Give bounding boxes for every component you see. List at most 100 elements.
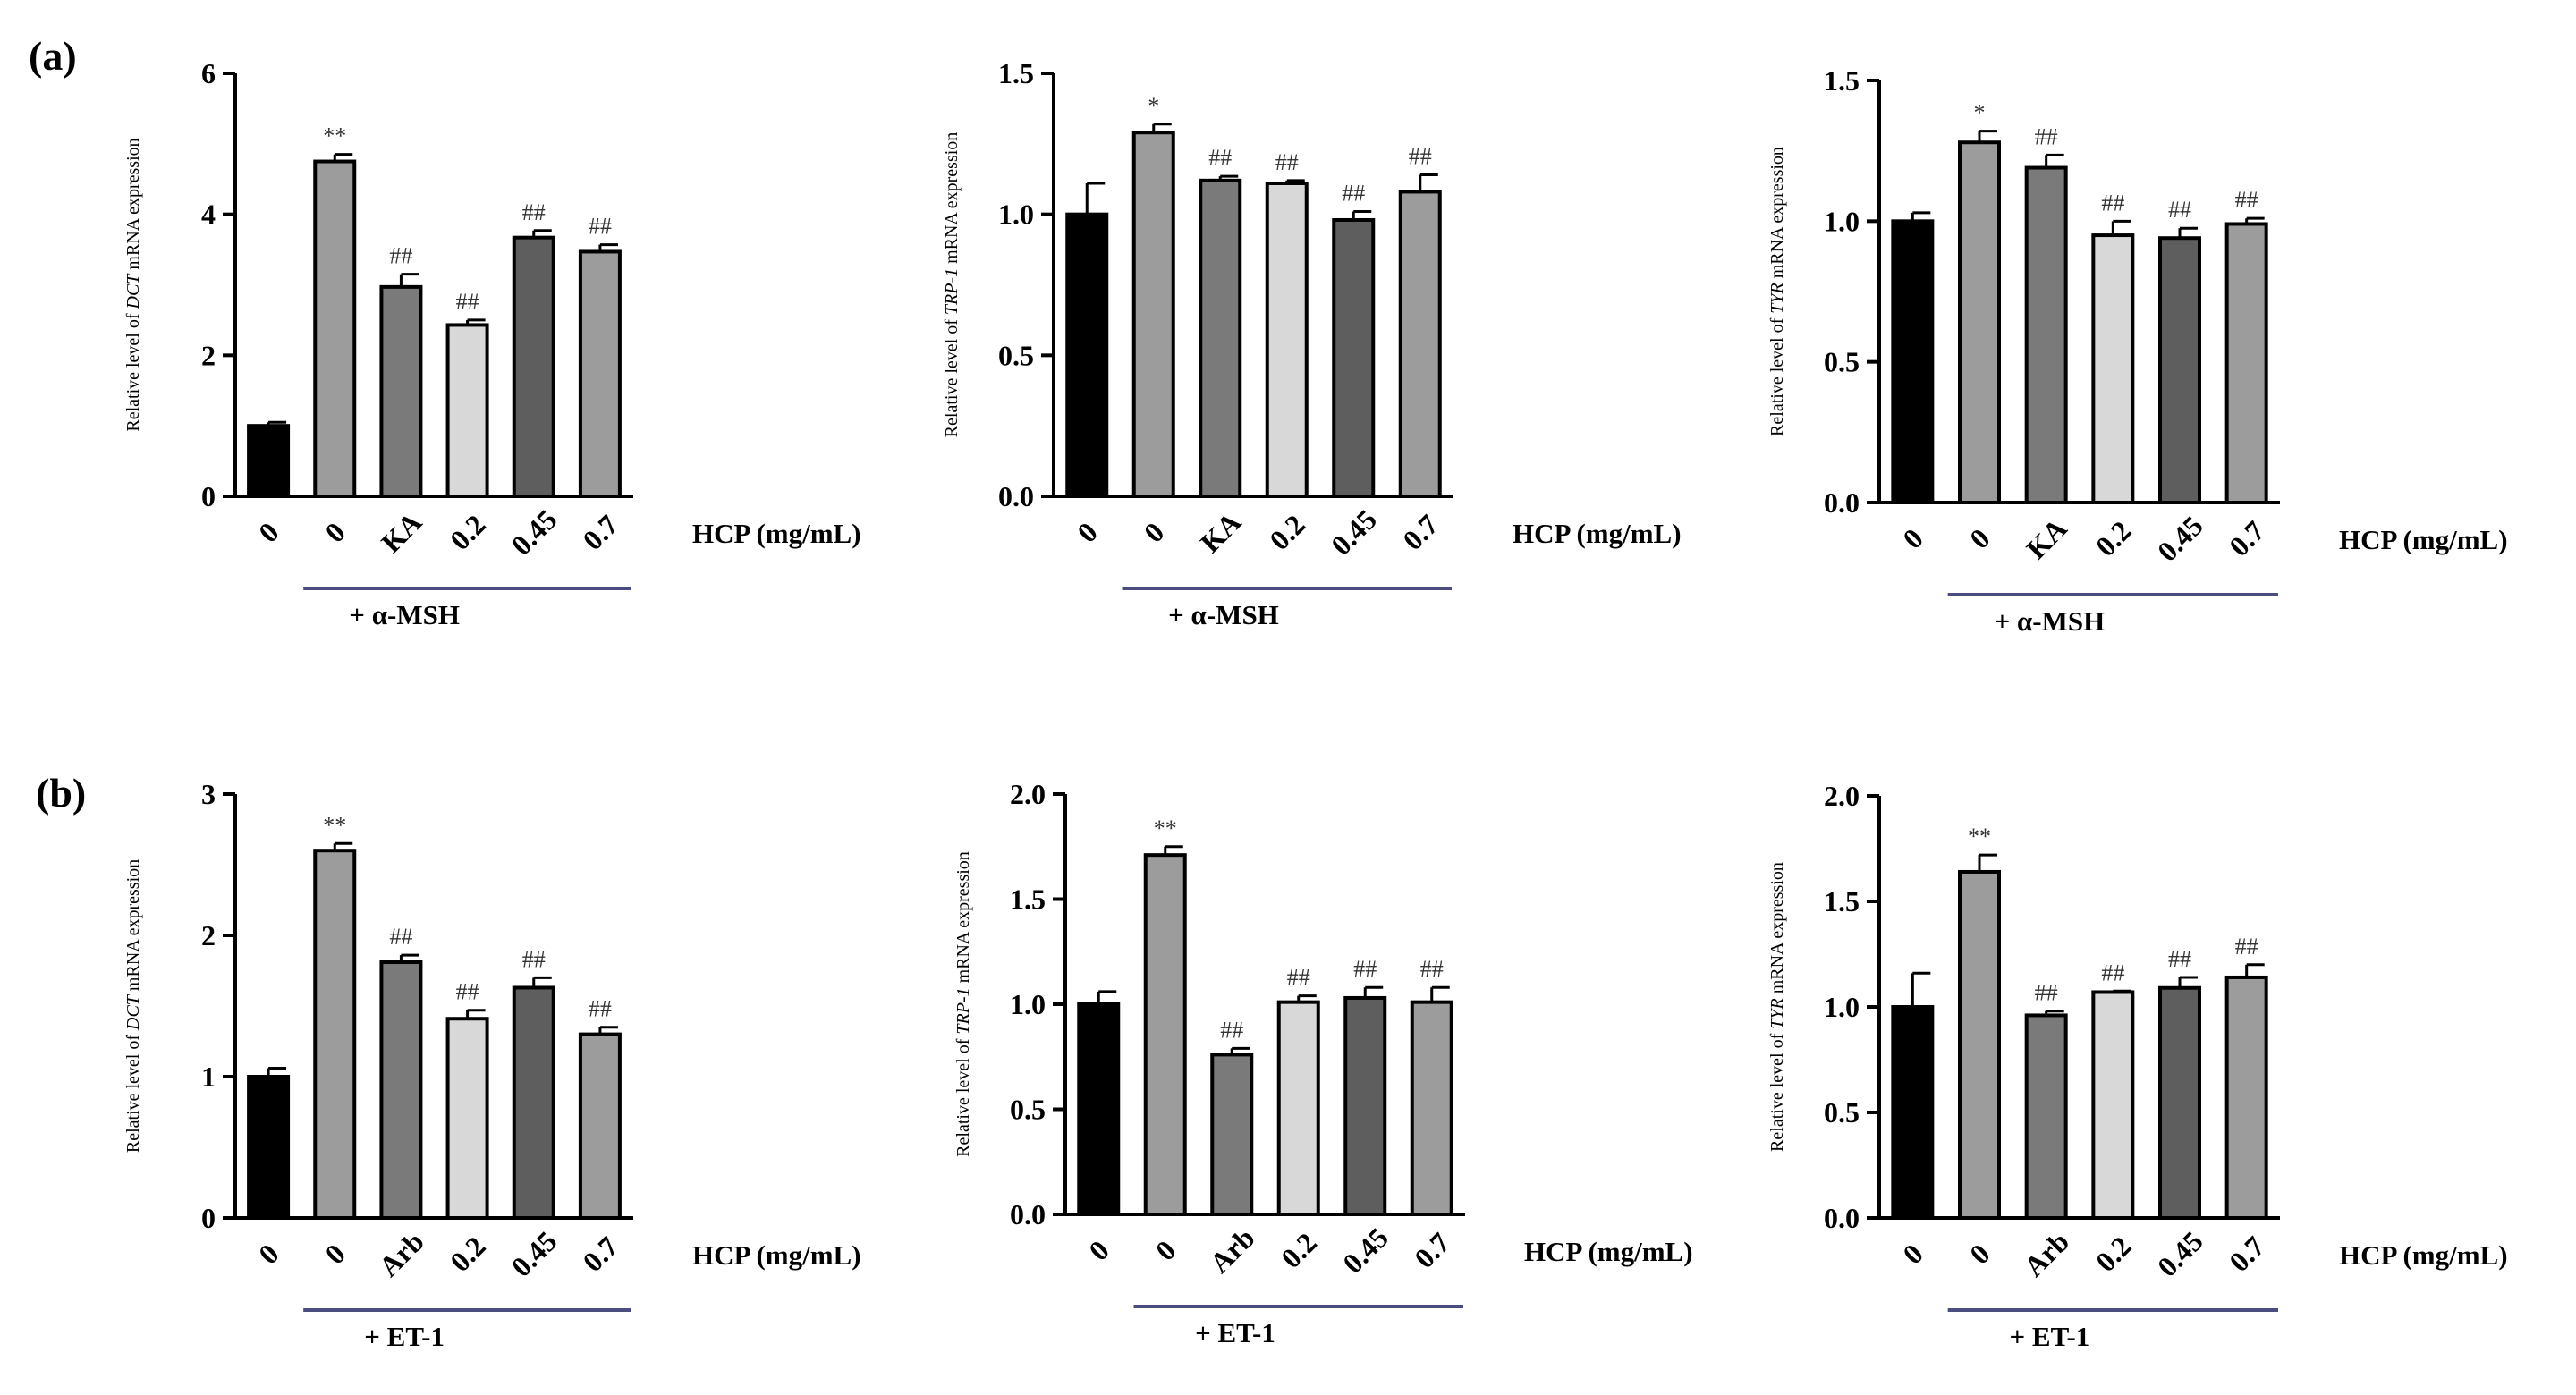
x-tick-label: 0 xyxy=(1138,516,1171,549)
x-tick-label: KA xyxy=(1194,506,1247,559)
x-tick-label: Arb xyxy=(372,1225,429,1282)
chart-4: 0 1 2 3 Relative level of DCT mRNA expressio… xyxy=(123,778,861,1352)
y-tick-label: 0.5 xyxy=(1824,346,1860,378)
x-tick-label: 0 xyxy=(318,516,352,549)
y-tick-label: 0 xyxy=(201,480,216,512)
chart-1: 0 2 4 6 Relative level of DCT mRNA expressio… xyxy=(123,57,861,630)
y-tick-label: 1.5 xyxy=(998,57,1034,89)
bar xyxy=(445,1017,489,1220)
treatment-label: + α-MSH xyxy=(1168,599,1279,630)
significance-mark: ## xyxy=(456,289,479,315)
bar xyxy=(1276,1000,1320,1217)
bar xyxy=(1398,190,1442,498)
y-tick-label: 2.0 xyxy=(1824,780,1860,812)
y-tick-label: 1.5 xyxy=(1824,885,1860,917)
y-axis-label: Relative level of TRP-1 mRNA expression xyxy=(942,132,962,438)
x-tick-label: 0.45 xyxy=(1336,1222,1394,1280)
x-tick-label: 0 xyxy=(1082,1234,1115,1267)
treatment-label: + ET-1 xyxy=(1195,1317,1275,1348)
y-axis-label: Relative level of DCT mRNA expression xyxy=(123,859,143,1153)
x-tick-label: Arb xyxy=(2018,1225,2075,1282)
y-tick-label: 1.0 xyxy=(1824,991,1860,1023)
significance-mark: ## xyxy=(2168,946,2191,972)
bar xyxy=(1958,869,2001,1221)
x-tick-label: 0 xyxy=(1896,522,1929,555)
significance-mark: * xyxy=(1974,100,1986,126)
bar xyxy=(2024,1013,2068,1220)
bar xyxy=(1265,181,1309,498)
significance-mark: ## xyxy=(2168,197,2191,223)
bar xyxy=(379,960,423,1221)
significance-mark: ## xyxy=(589,214,612,240)
y-axis-label: Relative level of TRP-1 mRNA expression xyxy=(953,851,973,1157)
significance-mark: ** xyxy=(1968,824,1991,850)
bar xyxy=(379,284,423,498)
bar xyxy=(2024,165,2068,504)
chart-5: 0.0 0.5 1.0 1.5 2.0 Relative level of TRP-1 m… xyxy=(953,778,1693,1348)
y-axis-label: Relative level of TYR mRNA expression xyxy=(1767,147,1787,436)
y-tick-label: 0.0 xyxy=(998,480,1034,512)
y-axis-label: Relative level of DCT mRNA expression xyxy=(123,138,143,431)
y-tick-label: 2 xyxy=(201,339,216,371)
y-tick-label: 1 xyxy=(201,1061,216,1093)
y-tick-label: 0.0 xyxy=(1010,1198,1046,1230)
significance-mark: * xyxy=(1148,93,1159,119)
x-tick-label: 0.45 xyxy=(1325,503,1383,562)
bar xyxy=(1343,995,1387,1216)
bar xyxy=(2158,236,2201,504)
x-tick-label: 0.2 xyxy=(2089,514,2138,562)
significance-mark: ## xyxy=(1275,149,1299,175)
significance-mark: ## xyxy=(1208,145,1232,171)
x-tick-label: 0 xyxy=(1963,1238,1996,1271)
bar xyxy=(1077,1002,1121,1216)
x-tick-label: 0 xyxy=(1149,1234,1182,1267)
unit-label: HCP (mg/mL) xyxy=(2339,524,2508,555)
bar xyxy=(1891,219,1935,504)
treatment-label: + ET-1 xyxy=(364,1321,445,1352)
x-tick-label: 0 xyxy=(252,1238,285,1271)
significance-mark: ## xyxy=(389,243,412,269)
y-tick-label: 1.5 xyxy=(1010,884,1046,916)
x-tick-label: Arb xyxy=(1203,1222,1260,1279)
unit-label: HCP (mg/mL) xyxy=(2339,1239,2508,1271)
significance-mark: ** xyxy=(1154,816,1177,841)
y-tick-label: 1.0 xyxy=(1824,205,1860,237)
y-tick-label: 0.0 xyxy=(1824,1202,1860,1234)
significance-mark: ** xyxy=(323,812,346,838)
x-tick-label: KA xyxy=(375,506,428,559)
y-tick-label: 2 xyxy=(201,919,216,951)
x-tick-label: 0.7 xyxy=(2223,1230,2271,1278)
x-tick-label: 0.45 xyxy=(504,503,563,562)
x-tick-label: 0 xyxy=(318,1238,352,1271)
bar xyxy=(1210,1053,1254,1217)
x-tick-label: 0.7 xyxy=(576,1230,624,1278)
x-tick-label: 0.45 xyxy=(2151,510,2209,568)
y-tick-label: 0.0 xyxy=(1824,486,1860,519)
bar xyxy=(247,1075,291,1220)
y-tick-label: 1.0 xyxy=(1010,988,1046,1020)
significance-mark: ## xyxy=(1420,956,1444,982)
panel-label-b: (b) xyxy=(36,770,86,816)
bar xyxy=(1958,140,2001,505)
bar xyxy=(2091,990,2135,1220)
chart-6: 0.0 0.5 1.0 1.5 2.0 Relative level of TYR mRN… xyxy=(1767,780,2508,1352)
bar xyxy=(512,235,555,498)
unit-label: HCP (mg/mL) xyxy=(1524,1236,1693,1267)
treatment-label: + ET-1 xyxy=(2010,1321,2090,1352)
unit-label: HCP (mg/mL) xyxy=(692,518,861,549)
bar xyxy=(1143,853,1187,1217)
x-tick-label: 0.2 xyxy=(444,508,492,556)
y-tick-label: 6 xyxy=(201,57,216,89)
bar xyxy=(2224,975,2268,1220)
bar xyxy=(2224,222,2268,504)
y-tick-label: 0.5 xyxy=(1824,1096,1860,1129)
significance-mark: ## xyxy=(1353,956,1377,982)
significance-mark: ## xyxy=(2101,960,2124,985)
bar xyxy=(1410,1000,1453,1217)
x-tick-label: 0 xyxy=(1071,516,1104,549)
bar xyxy=(1199,178,1242,498)
significance-mark: ## xyxy=(2101,190,2124,216)
y-tick-label: 0.5 xyxy=(998,339,1034,371)
y-tick-label: 1.5 xyxy=(1824,64,1860,97)
